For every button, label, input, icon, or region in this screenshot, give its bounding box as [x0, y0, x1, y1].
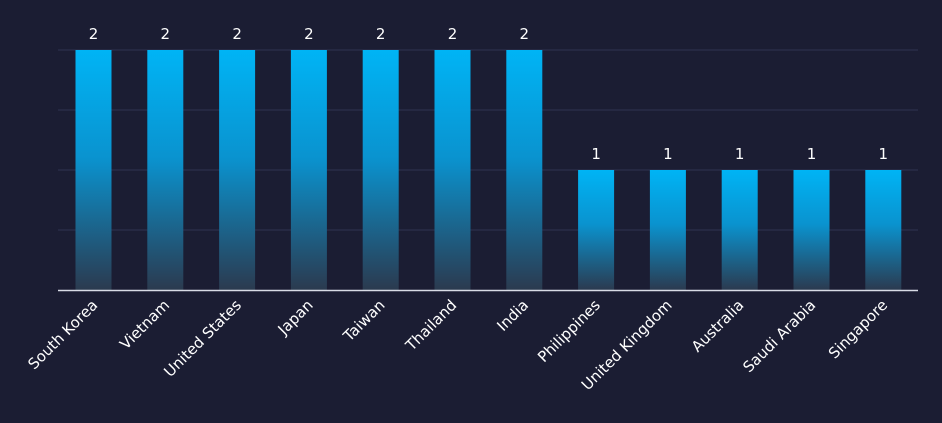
- x-tick-label: Thailand: [401, 296, 460, 355]
- bar-thailand[interactable]: [434, 50, 471, 290]
- bar-philippines[interactable]: [578, 170, 615, 290]
- x-tick-label: United States: [160, 296, 245, 381]
- data-labels: 2 2 2 2 2 2 2 1 1 1 1 1: [89, 25, 888, 163]
- x-tick-label: Vietnam: [116, 296, 173, 353]
- bar-taiwan[interactable]: [362, 50, 399, 290]
- gridlines: [58, 49, 918, 231]
- data-label: 2: [89, 25, 99, 43]
- bars: [75, 50, 902, 290]
- data-label: 2: [376, 25, 386, 43]
- x-tick-label: Singapore: [825, 296, 891, 362]
- bar-saudi-arabia[interactable]: [793, 170, 830, 290]
- data-label: 1: [591, 145, 601, 163]
- x-tick-label: Japan: [274, 296, 317, 339]
- x-tick-label: Australia: [688, 296, 748, 356]
- bar-south-korea[interactable]: [75, 50, 112, 290]
- data-label: 1: [735, 145, 745, 163]
- x-tick-label: Taiwan: [339, 296, 389, 346]
- data-label: 2: [161, 25, 171, 43]
- data-label: 2: [448, 25, 458, 43]
- bar-japan[interactable]: [290, 50, 327, 290]
- bar-united-kingdom[interactable]: [649, 170, 686, 290]
- bar-australia[interactable]: [721, 170, 758, 290]
- x-tick-label: India: [493, 296, 532, 335]
- data-label: 1: [879, 145, 889, 163]
- bar-united-states[interactable]: [219, 50, 256, 290]
- bar-singapore[interactable]: [865, 170, 902, 290]
- data-label: 1: [663, 145, 673, 163]
- x-tick-label: Philippines: [534, 296, 604, 366]
- bar-vietnam[interactable]: [147, 50, 184, 290]
- x-tick-label: South Korea: [24, 296, 101, 373]
- data-label: 2: [232, 25, 242, 43]
- data-label: 1: [807, 145, 817, 163]
- bar-india[interactable]: [506, 50, 543, 290]
- data-label: 2: [520, 25, 530, 43]
- x-tick-label: Saudi Arabia: [739, 296, 819, 376]
- data-label: 2: [304, 25, 314, 43]
